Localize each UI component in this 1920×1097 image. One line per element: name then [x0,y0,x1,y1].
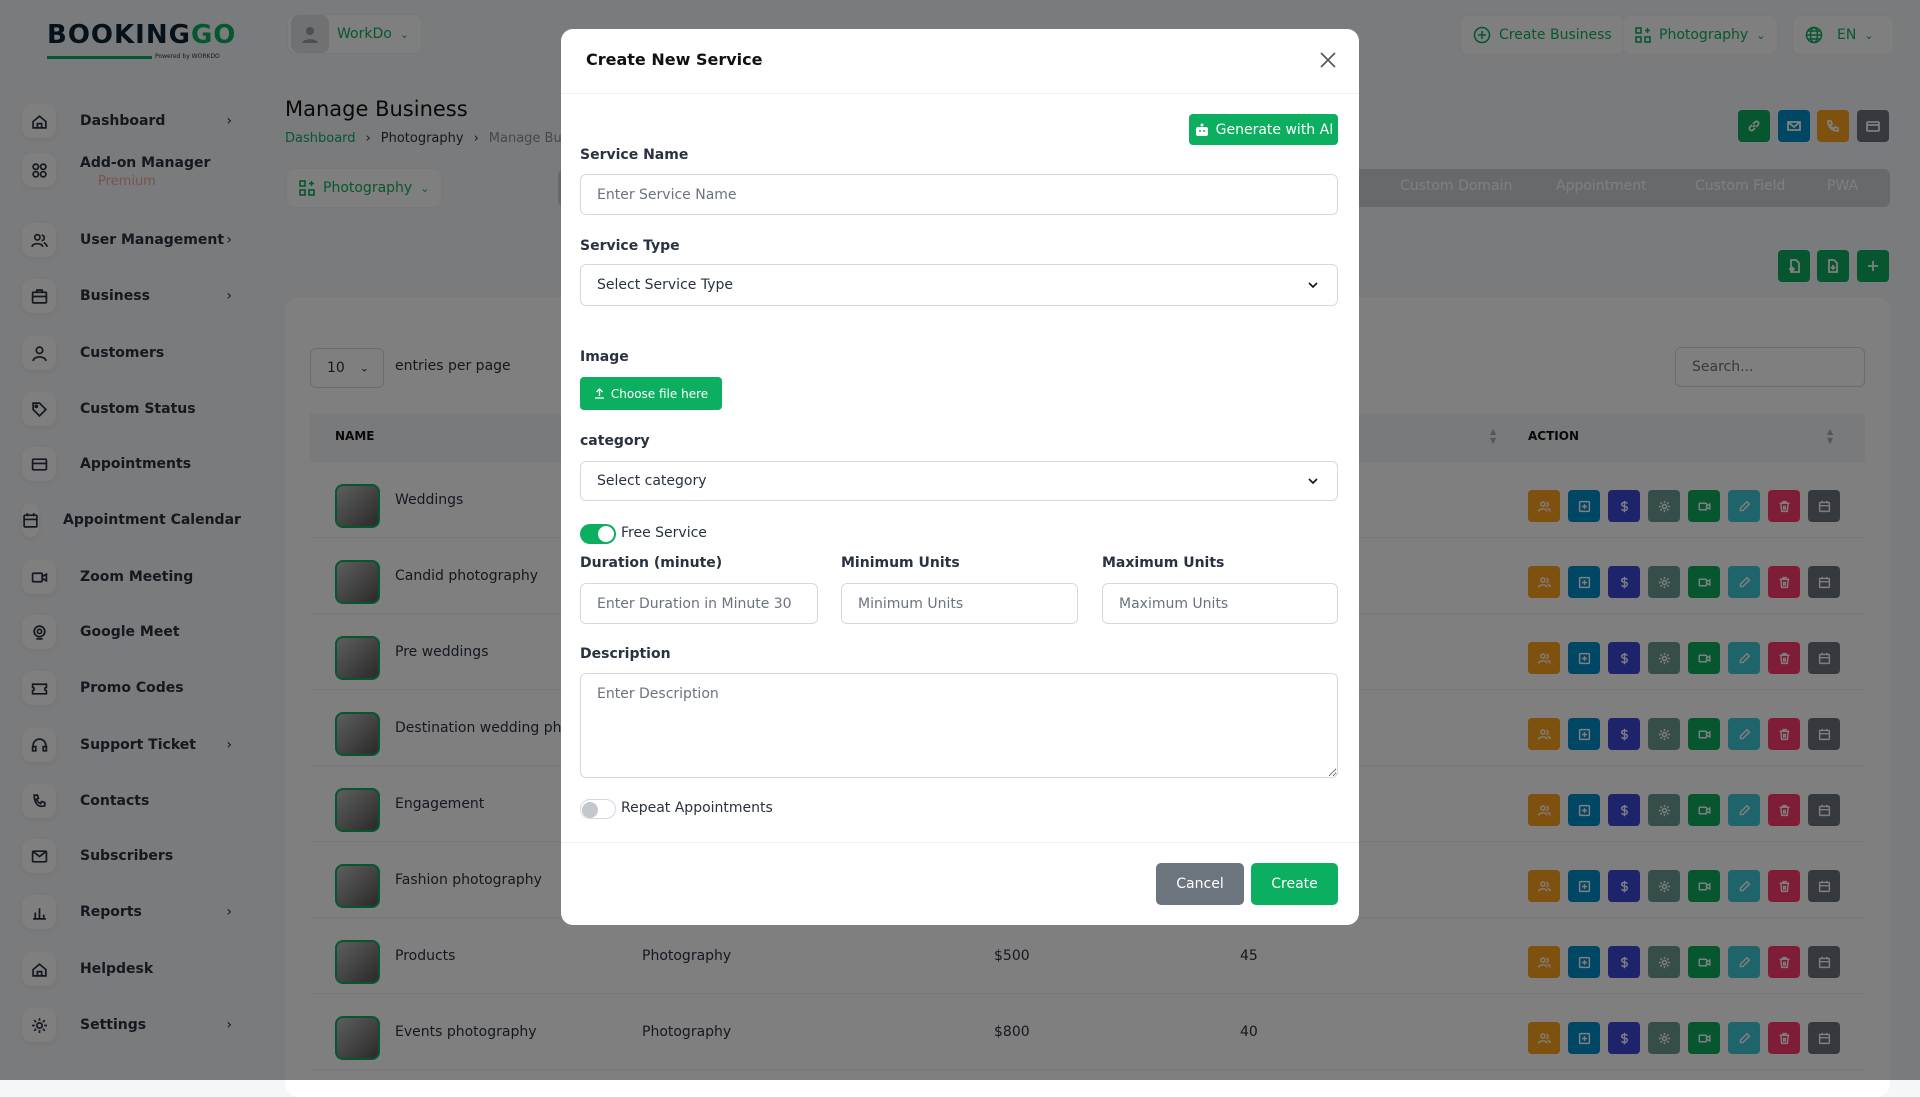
description-label: Description [580,646,671,662]
robot-icon [1195,123,1208,136]
create-label: Create [1271,876,1318,892]
create-button[interactable]: Create [1251,863,1338,905]
generate-with-ai-button[interactable]: Generate with AI [1189,114,1338,145]
service-type-value: Select Service Type [597,277,733,293]
cancel-label: Cancel [1176,876,1224,892]
min-units-input[interactable] [841,583,1078,624]
create-service-modal: Create New Service Generate with AI Serv… [561,29,1359,925]
free-service-label: Free Service [621,525,707,541]
chevron-down-icon [1308,282,1318,289]
min-units-label: Minimum Units [841,555,960,571]
close-icon[interactable] [1317,49,1339,71]
repeat-appointments-label: Repeat Appointments [621,800,773,816]
generate-with-ai-label: Generate with AI [1215,121,1334,138]
service-type-select[interactable]: Select Service Type [580,264,1338,306]
description-textarea[interactable] [580,673,1338,778]
duration-input[interactable] [580,583,818,624]
category-label: category [580,433,650,449]
image-label: Image [580,349,629,365]
duration-label: Duration (minute) [580,555,723,571]
max-units-label: Maximum Units [1102,555,1225,571]
choose-file-label: Choose file here [610,386,709,401]
repeat-appointments-toggle[interactable] [580,799,616,819]
service-name-label: Service Name [580,147,689,163]
chevron-down-icon [1308,478,1318,485]
category-select[interactable]: Select category [580,461,1338,501]
category-value: Select category [597,473,707,489]
upload-icon [594,388,604,399]
service-type-label: Service Type [580,238,680,254]
modal-title: Create New Service [586,50,763,69]
choose-file-button[interactable]: Choose file here [580,377,722,410]
max-units-input[interactable] [1102,583,1338,624]
free-service-toggle[interactable] [580,524,616,544]
service-name-input[interactable] [580,174,1338,215]
cancel-button[interactable]: Cancel [1156,863,1244,905]
